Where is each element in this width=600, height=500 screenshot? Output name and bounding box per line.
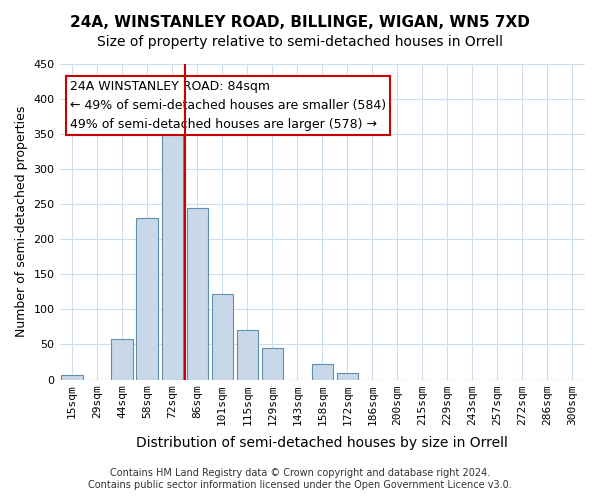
Bar	[337, 372, 358, 380]
Bar	[262, 348, 283, 380]
X-axis label: Distribution of semi-detached houses by size in Orrell: Distribution of semi-detached houses by …	[136, 436, 508, 450]
Text: Size of property relative to semi-detached houses in Orrell: Size of property relative to semi-detach…	[97, 35, 503, 49]
Bar	[187, 208, 208, 380]
Bar	[311, 364, 333, 380]
Text: 24A, WINSTANLEY ROAD, BILLINGE, WIGAN, WN5 7XD: 24A, WINSTANLEY ROAD, BILLINGE, WIGAN, W…	[70, 15, 530, 30]
Bar	[136, 218, 158, 380]
Bar	[236, 330, 258, 380]
Bar	[212, 294, 233, 380]
Bar	[161, 116, 183, 380]
Bar	[112, 339, 133, 380]
Y-axis label: Number of semi-detached properties: Number of semi-detached properties	[15, 106, 28, 338]
Text: Contains HM Land Registry data © Crown copyright and database right 2024.
Contai: Contains HM Land Registry data © Crown c…	[88, 468, 512, 490]
Text: 24A WINSTANLEY ROAD: 84sqm
← 49% of semi-detached houses are smaller (584)
49% o: 24A WINSTANLEY ROAD: 84sqm ← 49% of semi…	[70, 80, 386, 131]
Bar	[61, 374, 83, 380]
